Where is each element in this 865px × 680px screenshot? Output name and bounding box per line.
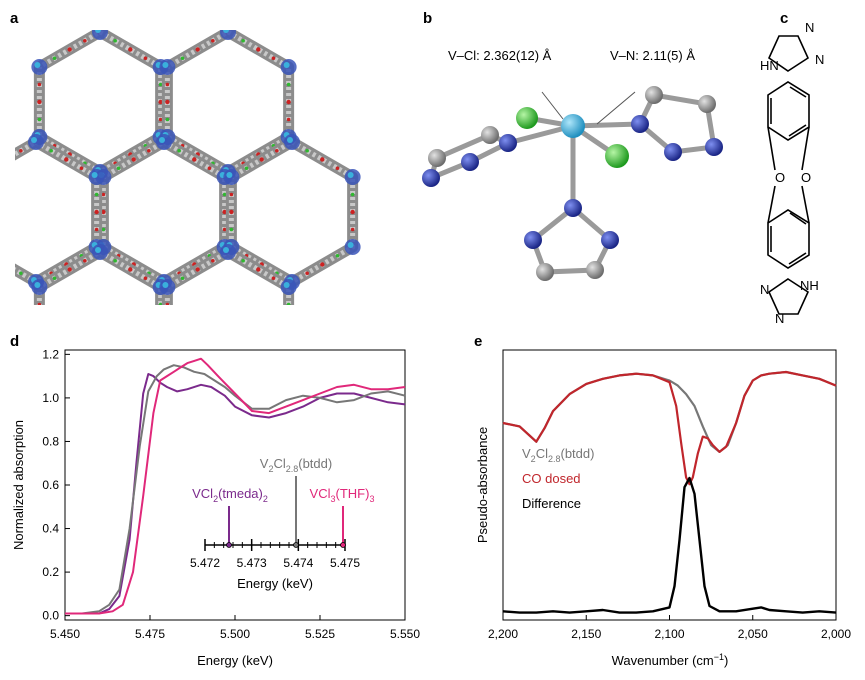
chart-d-x-tick-label: 5.550 — [390, 627, 420, 641]
metal-node — [220, 30, 236, 40]
series-line-difference — [502, 476, 837, 614]
xanes-chart: 5.450 5.475 5.500 5.525 5.550 0.0 0.2 0.4 0.6 0.8… — [11, 347, 420, 668]
inset-xlabel: Energy (keV) — [237, 576, 313, 591]
chart-d-x-tick-label: 5.475 — [135, 627, 165, 641]
inset-x-tick-label: 5.474 — [283, 556, 313, 570]
inset-x-tick-label: 5.473 — [237, 556, 267, 570]
chart-e-x-tick-label: 2,200 — [488, 627, 518, 641]
inset-marker-label: VCl3(THF)3 — [310, 486, 375, 504]
legend-entry: V2Cl2.8(btdd) — [522, 446, 594, 464]
series-line-series_grey — [65, 364, 406, 615]
chart-e-ylabel: Pseudo-absorbance — [475, 427, 490, 543]
svg-text:N: N — [760, 282, 769, 297]
pore-wall — [33, 246, 167, 305]
inset-marker-dot — [293, 542, 299, 548]
chlorine-atom — [605, 144, 629, 168]
chart-e-xlabel: Wavenumber (cm−1) — [612, 652, 729, 668]
chart-d-y-tick-label: 0.4 — [42, 522, 59, 536]
chart-d-y-tick-label: 0.2 — [42, 565, 59, 579]
chart-d-frame — [64, 349, 406, 621]
metal-node — [281, 349, 297, 365]
metal-node — [159, 349, 175, 365]
legend-entry: CO dosed — [522, 471, 581, 486]
series-line-co_red — [502, 370, 837, 486]
vcl-distance-label: V–Cl: 2.362(12) Å — [448, 48, 552, 63]
svg-text:NH: NH — [800, 278, 819, 293]
inset-marker-dot — [226, 542, 232, 548]
btdd-ligand-structure — [767, 35, 810, 315]
panel-letter-e: e — [474, 333, 483, 350]
svg-text:O: O — [801, 170, 811, 185]
chart-d-y-tick-label: 0.6 — [42, 478, 59, 492]
chart-d-y-tick-label: 1.0 — [42, 391, 59, 405]
inset-marker-dot — [340, 542, 346, 548]
svg-text:HN: HN — [760, 58, 779, 73]
inset-marker-label: VCl2(tmeda)2 — [192, 486, 268, 504]
legend-entry: Difference — [522, 496, 581, 511]
svg-text:N: N — [815, 52, 824, 67]
ir-chart: 2,200 2,150 2,100 2,050 2,000 V2Cl2.8(btdd) C… — [475, 349, 851, 668]
svg-text:N: N — [775, 311, 784, 326]
chart-d-y-tick-label: 1.2 — [42, 347, 59, 361]
pore-wall — [161, 246, 295, 305]
chlorine-atom — [516, 107, 538, 129]
chart-d-y-tick-label: 0.8 — [42, 434, 59, 448]
chart-e-legend: V2Cl2.8(btdd) CO dosed Difference — [522, 446, 594, 511]
chart-d-x-tick-label: 5.525 — [305, 627, 335, 641]
chart-e-x-tick-label: 2,050 — [738, 627, 768, 641]
chart-e-x-tick-label: 2,100 — [654, 627, 684, 641]
panel-letter-d: d — [10, 333, 20, 350]
btdd-atom-labels: HN N N O O NH N N — [760, 20, 824, 326]
panel-letter-a: a — [10, 10, 19, 27]
chart-d-xlabel: Energy (keV) — [197, 653, 273, 668]
metal-node — [92, 30, 108, 40]
coordination-sphere-image: V–Cl: 2.362(12) Å V–N: 2.11(5) Å — [422, 48, 723, 281]
chart-e-x-tick-label: 2,000 — [821, 627, 851, 641]
series-line-series_purple — [65, 373, 406, 615]
vn-distance-label: V–N: 2.11(5) Å — [610, 48, 695, 63]
panel-letter-b: b — [423, 10, 433, 27]
edge-energy-inset: 5.472 5.473 5.474 5.475 Energy (keV) VCl2(tme… — [190, 456, 374, 591]
metal-node — [92, 384, 108, 400]
framework-honeycomb-image — [15, 30, 361, 400]
panel-letter-c: c — [780, 10, 789, 27]
chart-d-x-tick-label: 5.450 — [50, 627, 80, 641]
inset-marker-label: V2Cl2.8(btdd) — [260, 456, 332, 474]
chart-d-x-tick-label: 5.500 — [220, 627, 250, 641]
series-line-series_pink — [65, 357, 406, 615]
chart-d-y-tick-label: 0.0 — [42, 609, 59, 623]
chart-e-x-tick-label: 2,150 — [571, 627, 601, 641]
vanadium-atom — [561, 114, 585, 138]
svg-text:N: N — [805, 20, 814, 35]
inset-x-tick-label: 5.472 — [190, 556, 220, 570]
chart-d-ylabel: Normalized absorption — [11, 420, 26, 550]
svg-text:O: O — [775, 170, 785, 185]
metal-node — [153, 349, 169, 365]
inset-x-tick-label: 5.475 — [330, 556, 360, 570]
